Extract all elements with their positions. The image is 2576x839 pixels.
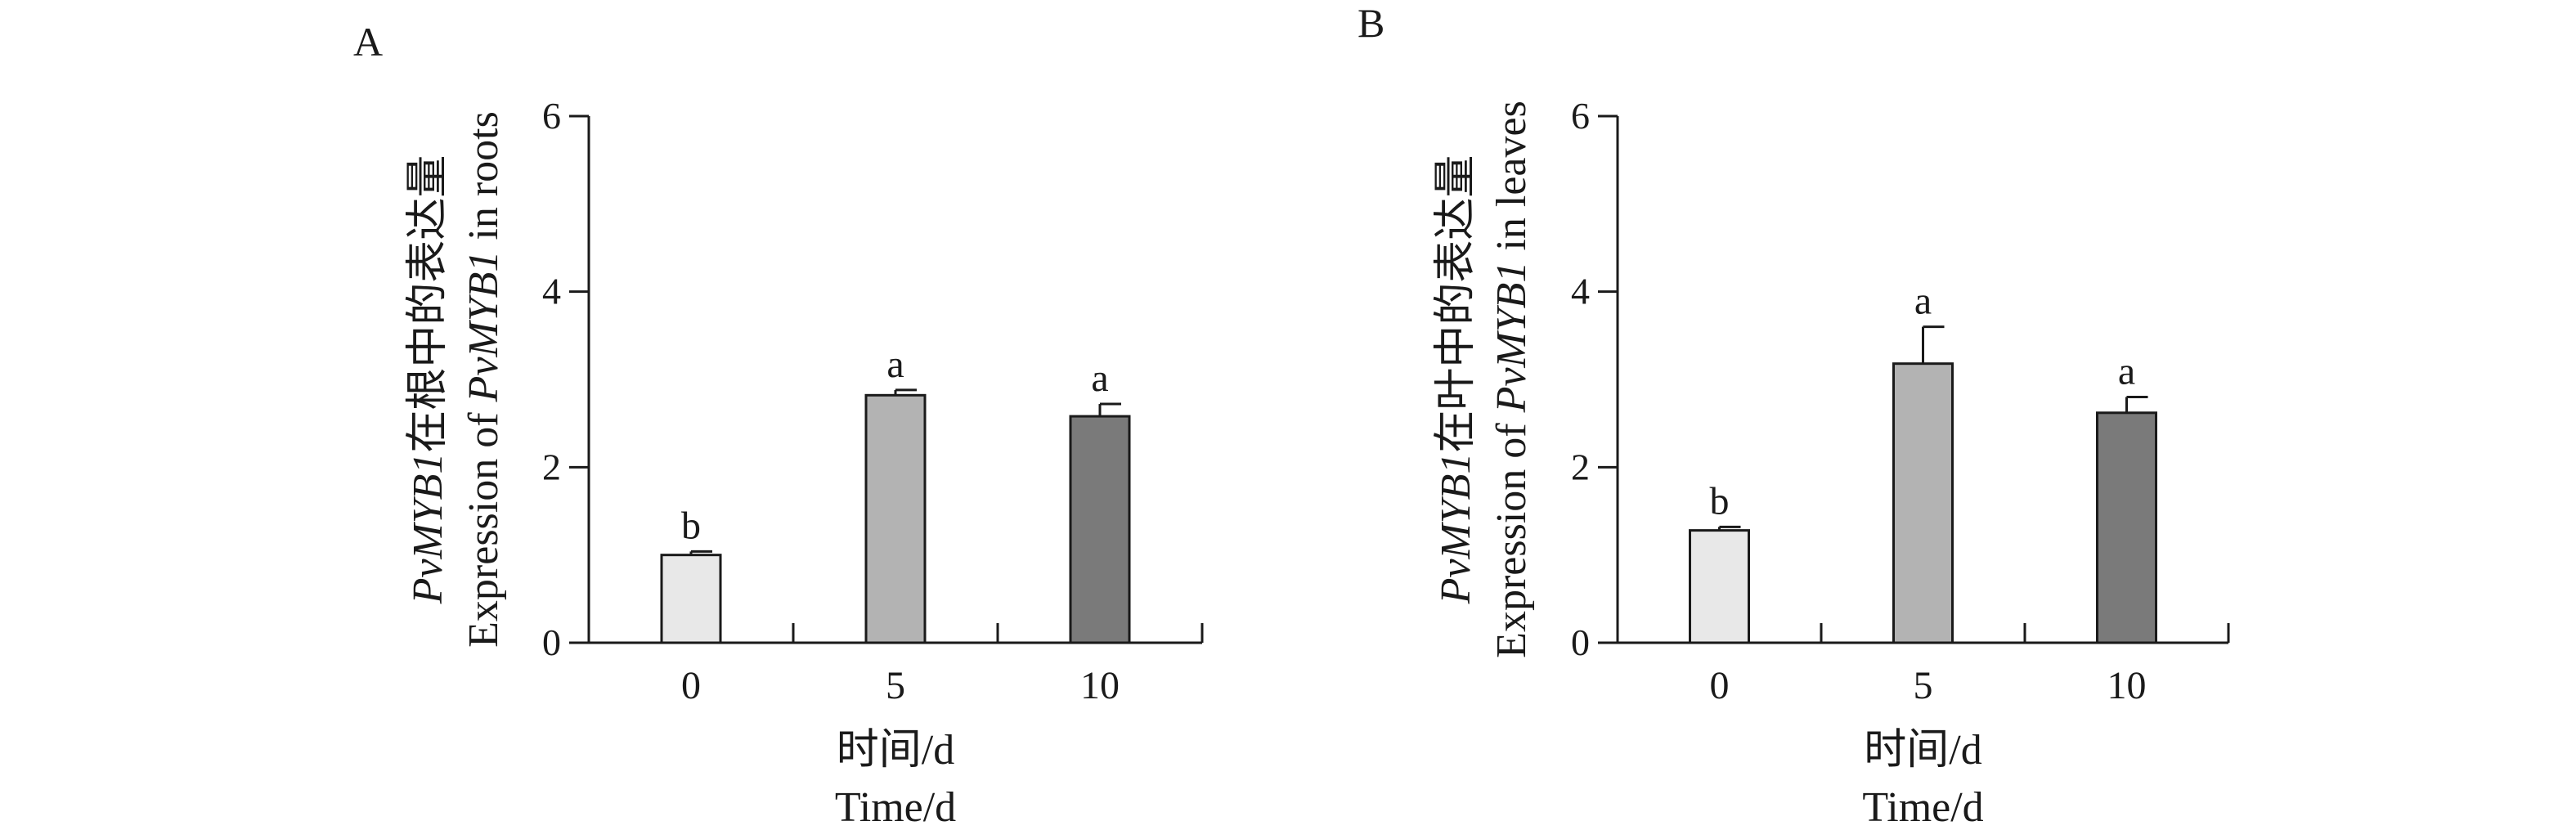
x-axis-title-en: Time/d [835, 784, 956, 831]
y-axis-title-en-prefix: Expression of [460, 402, 507, 647]
y-axis-title-gene: PvMYB1 [1433, 453, 1479, 605]
y-axis-title-gene: PvMYB1 [1488, 262, 1535, 414]
y-axis-title-cn-text: 在根中的表达量 [405, 155, 451, 453]
y-axis-title-cn-text: 在叶中的表达量 [1433, 155, 1479, 453]
x-tick-label: 5 [886, 664, 905, 707]
x-tick-label: 0 [1710, 664, 1730, 707]
y-axis-title-en-prefix: Expression of [1488, 412, 1535, 657]
x-tick-label: 5 [1914, 664, 1933, 707]
bar [1689, 529, 1750, 644]
x-axis-title-cn: 时间/d [1864, 727, 1981, 774]
bar [2096, 411, 2157, 644]
y-axis-title-cn: PvMYB1在叶中的表达量 [1433, 155, 1479, 605]
y-axis-title-en-suffix: in roots [460, 111, 507, 250]
x-tick-label: 10 [2107, 664, 2147, 707]
chart-panel-b: B 0 2 4 6 b 0 a 5 a 10 时间/d Time/d PvMYB1在叶中的表达量Expre… [1358, 0, 2230, 831]
panel-label: A [353, 19, 383, 65]
y-tick-label: 0 [1571, 621, 1590, 663]
x-tick-label: 0 [681, 664, 701, 707]
y-axis-title-en-suffix: in leaves [1488, 101, 1535, 261]
y-tick-label: 2 [1571, 446, 1590, 487]
y-axis-title-en: Expression of PvMYB1 in leaves [1488, 101, 1535, 658]
y-tick-label: 6 [542, 95, 561, 137]
bar [1892, 362, 1954, 644]
y-axis-title-gene: PvMYB1 [405, 453, 451, 605]
bar [864, 393, 927, 644]
significance-letter: a [1091, 357, 1108, 400]
y-axis-title-gene: PvMYB1 [460, 251, 507, 403]
x-tick-label: 10 [1080, 664, 1120, 707]
y-axis-title-en: Expression of PvMYB1 in roots [460, 111, 507, 648]
significance-letter: a [2118, 349, 2135, 393]
y-axis-title-cn: PvMYB1在根中的表达量 [405, 155, 451, 605]
significance-letter: a [1914, 280, 1932, 323]
x-axis-title-cn: 时间/d [837, 727, 954, 774]
chart-panel-a: A 0 2 4 6 b 0 a 5 a 10 时间/d Time/d PvMYB1在根中的表达量Expre… [353, 19, 1204, 831]
y-tick-label: 6 [1571, 95, 1590, 137]
y-tick-label: 4 [542, 271, 561, 312]
y-tick-label: 4 [1571, 271, 1590, 312]
significance-letter: b [1710, 479, 1730, 523]
y-tick-label: 2 [542, 446, 561, 487]
bar [660, 554, 722, 644]
bar [1069, 415, 1131, 644]
significance-letter: a [886, 343, 904, 386]
panel-label: B [1358, 0, 1384, 46]
significance-letter: b [681, 504, 701, 547]
y-tick-label: 0 [542, 621, 561, 663]
x-axis-title-en: Time/d [1862, 784, 1983, 831]
